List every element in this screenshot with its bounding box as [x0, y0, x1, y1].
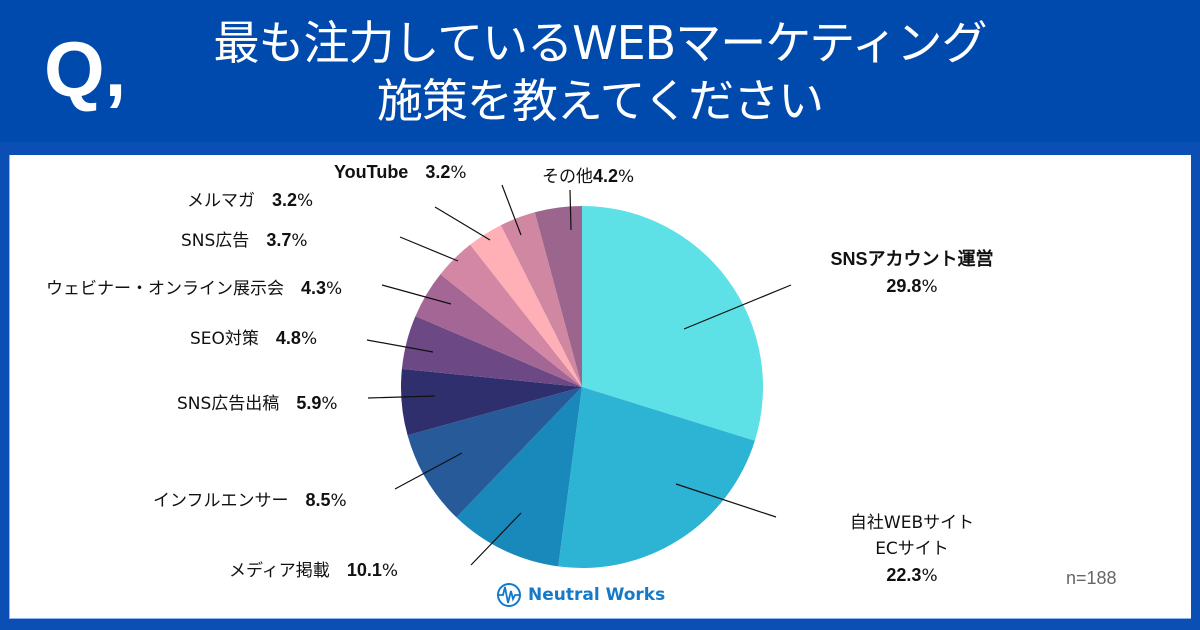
label-pct: 22.3 [886, 565, 922, 585]
label-text: インフルエンサー [153, 491, 289, 511]
label-pct: 8.5 [305, 490, 331, 510]
label-text: YouTube [334, 162, 409, 182]
pie-slice [500, 212, 582, 387]
label-text-line2: ECサイト [875, 539, 949, 559]
pie-slice [407, 387, 582, 518]
leader-line-seo [366, 339, 434, 353]
page-title: 最も注力しているWEBマーケティング 施策を教えてください [160, 14, 1040, 130]
pie-slice [440, 244, 582, 387]
label-sns-ad-placement: SNS広告出稿 5.9% [177, 389, 338, 414]
label-other: その他4.2% [542, 162, 634, 187]
pie-slices [401, 206, 763, 568]
leader-line-own-site [675, 483, 777, 518]
label-sns-account: SNSアカウント運営 29.8% [812, 246, 1012, 300]
label-text: メルマガ [187, 191, 255, 211]
leader-line-sns-ad [399, 236, 459, 262]
label-sns-ad: SNS広告 3.7% [181, 226, 308, 251]
title-line-1: 最も注力しているWEBマーケティング [213, 16, 987, 70]
label-text: その他 [542, 167, 593, 187]
pie-slice [456, 387, 582, 567]
label-pct: 3.7 [266, 230, 292, 250]
label-unit: % [450, 163, 467, 183]
leader-line-mailmag [434, 206, 491, 241]
label-pct: 10.1 [346, 560, 382, 580]
label-text: SNS広告 [181, 231, 250, 251]
label-pct: 5.9 [296, 393, 322, 413]
leader-line-sns-ad-placement [367, 395, 436, 399]
label-unit: % [300, 329, 318, 349]
label-unit: % [297, 191, 314, 211]
label-pct: 4.2 [593, 166, 619, 186]
question-mark: Q, [44, 25, 127, 113]
label-text: SNS広告出稿 [177, 394, 280, 414]
label-own-site: 自社WEBサイト ECサイト 22.3% [812, 510, 1012, 589]
label-unit: % [921, 277, 938, 297]
leader-line-media [470, 512, 522, 566]
pie-slice [534, 206, 582, 387]
label-pct: 4.8 [275, 328, 301, 348]
label-unit: % [291, 231, 308, 251]
leader-line-sns-account [683, 284, 792, 330]
label-text: メディア掲載 [229, 561, 330, 581]
leader-line-webinar [381, 284, 452, 305]
label-seo: SEO対策 4.8% [190, 324, 317, 349]
label-text: ウェビナー・オンライン展示会 [46, 279, 284, 299]
neutral-works-logo-icon [497, 583, 521, 607]
label-text: SEO対策 [190, 329, 259, 349]
brand-name: Neutral Works [528, 585, 666, 605]
label-influencer: インフルエンサー 8.5% [153, 486, 347, 511]
label-unit: % [381, 561, 399, 581]
pie-slice [401, 368, 582, 436]
label-pct: 4.3 [301, 278, 327, 298]
label-unit: % [326, 279, 343, 299]
leader-lines [366, 184, 792, 566]
label-unit: % [921, 566, 938, 586]
header-banner: Q, 最も注力しているWEBマーケティング 施策を教えてください [0, 0, 1200, 142]
pie-slice [401, 316, 582, 387]
title-line-2: 施策を教えてください [376, 74, 824, 128]
pie-slice [415, 274, 582, 387]
label-youtube: YouTube 3.2% [334, 162, 467, 183]
pie-slice [470, 225, 582, 387]
label-webinar: ウェビナー・オンライン展示会 4.3% [46, 274, 342, 299]
leader-line-influencer [394, 452, 463, 490]
label-media: メディア掲載 10.1% [229, 556, 398, 581]
pie-slice [582, 206, 763, 441]
label-unit: % [618, 167, 635, 187]
label-unit: % [321, 394, 338, 414]
label-unit: % [330, 491, 347, 511]
label-pct: 3.2 [272, 190, 298, 210]
label-mailmag: メルマガ 3.2% [187, 186, 313, 211]
label-text-line1: 自社WEBサイト [849, 513, 975, 533]
leader-line-other [569, 189, 572, 231]
label-pct: 29.8 [886, 276, 922, 296]
leader-line-youtube [501, 184, 522, 236]
label-pct: 3.2 [425, 162, 451, 182]
brand-logo: Neutral Works [496, 582, 665, 608]
label-text: SNSアカウント運営 [830, 249, 994, 269]
pie-slice [558, 387, 755, 568]
sample-size: n=188 [1066, 568, 1117, 588]
